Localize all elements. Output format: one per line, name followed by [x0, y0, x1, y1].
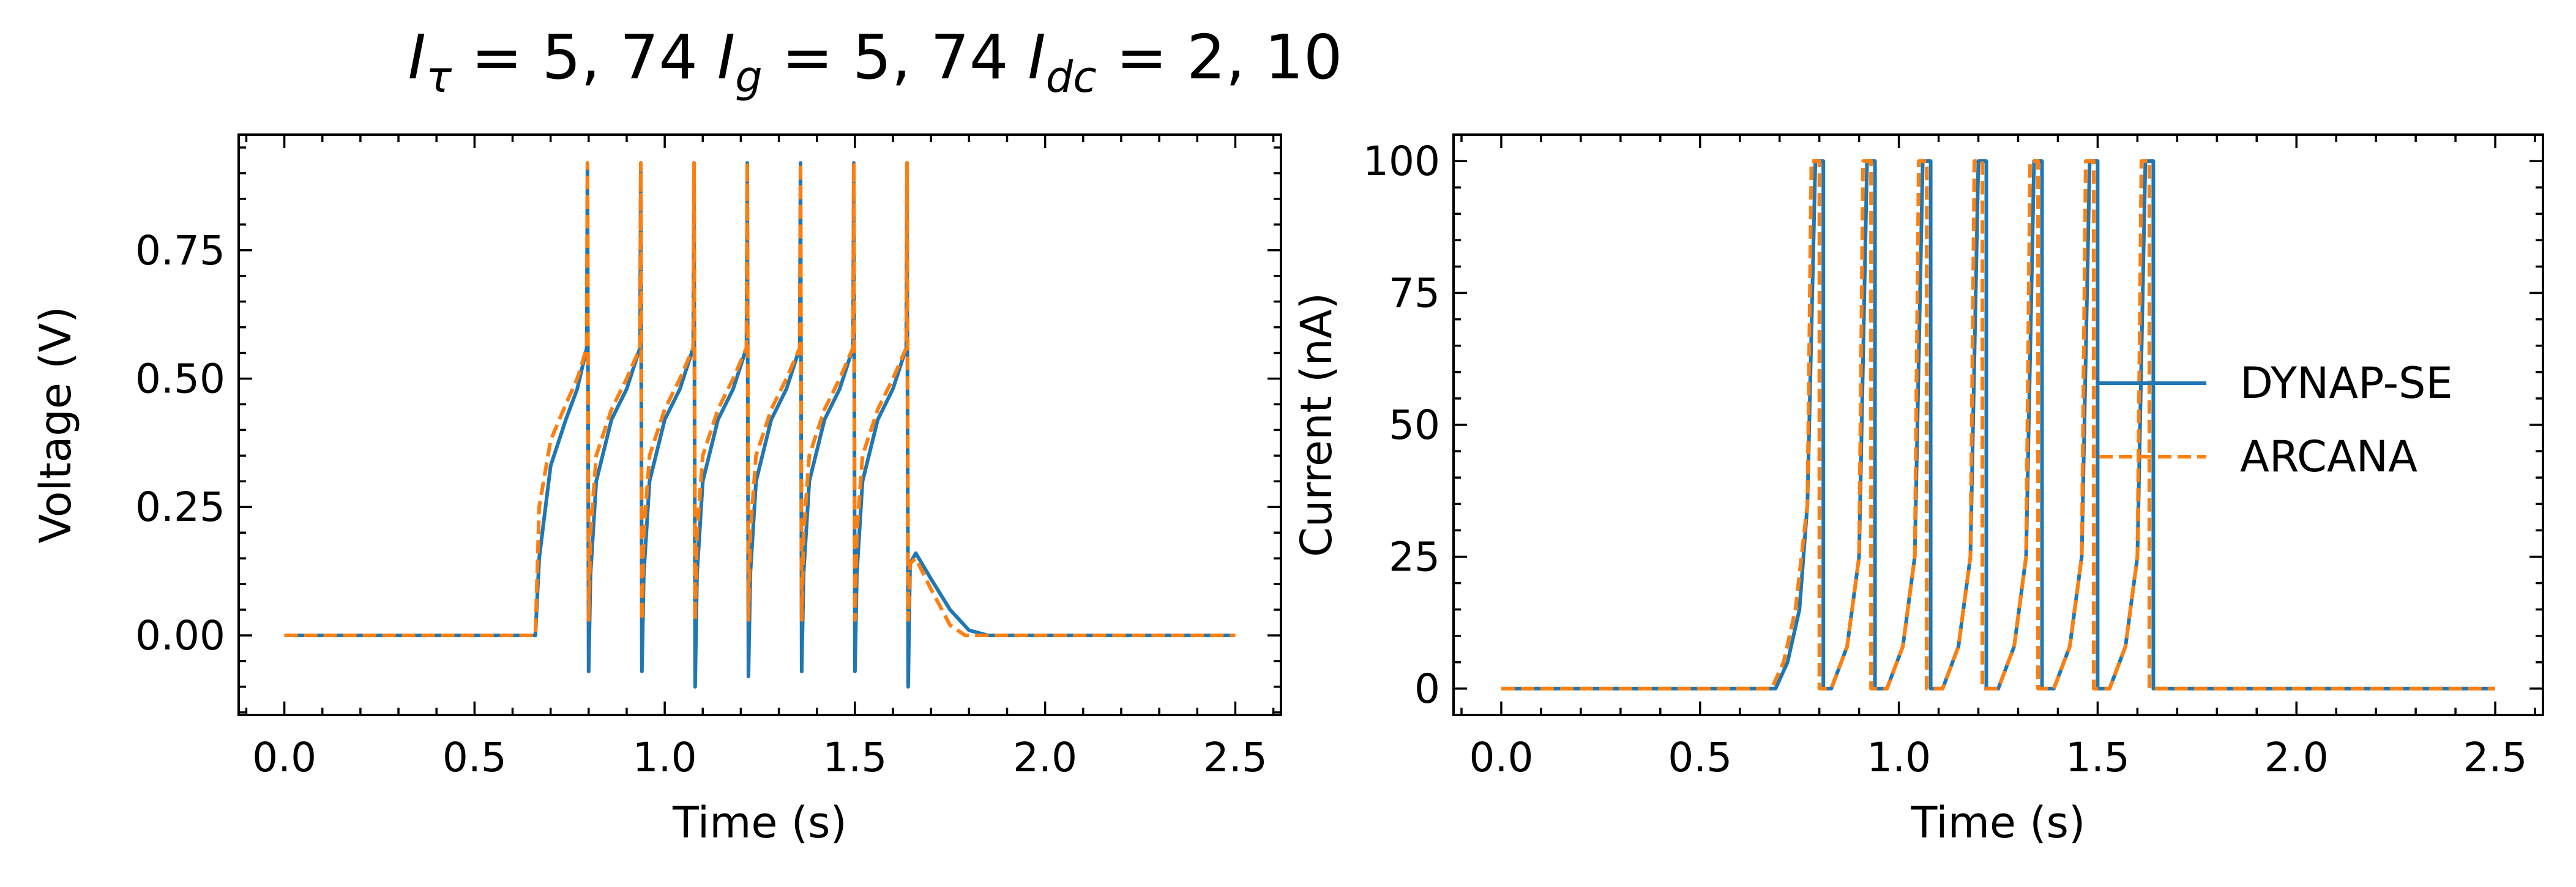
- title-sub-1: g: [735, 52, 762, 102]
- x-tick-label: 0.5: [442, 734, 507, 781]
- y-tick-label: 75: [1389, 270, 1440, 317]
- title-value-0: = 5, 74: [452, 21, 717, 93]
- title-var-2: I: [1028, 21, 1046, 93]
- x-tick-label: 0.0: [1469, 734, 1533, 781]
- title-value-1: = 5, 74: [763, 21, 1028, 93]
- legend-label-arcana: ARCANA: [2240, 432, 2417, 482]
- title-sub-2: dc: [1046, 52, 1097, 102]
- title-var-1: I: [717, 21, 736, 93]
- y-tick-label: 0.00: [135, 612, 225, 659]
- x-axis-label: Time (s): [672, 798, 847, 848]
- series-line-arcana: [1501, 159, 2495, 691]
- x-tick-label: 2.0: [1013, 734, 1077, 781]
- voltage-panel: 0.0 0.5 1.0 1.5 2.0 2.5 0.00 0.25 0.50 0.75 Time (…: [31, 133, 1282, 848]
- title-var-0: I: [408, 21, 426, 93]
- x-tick-label: 2.0: [2264, 734, 2329, 781]
- series-line-dynap-se: [284, 161, 1236, 689]
- x-tick-label: 1.5: [2066, 734, 2130, 781]
- legend-label-dynap-se: DYNAP-SE: [2240, 358, 2453, 408]
- x-tick-label: 2.5: [1203, 734, 1267, 781]
- ticks: [239, 135, 1281, 715]
- x-tick-label: 0.0: [252, 734, 316, 781]
- axes-frame: [237, 133, 1282, 716]
- y-axis-label: Voltage (V): [31, 306, 81, 543]
- y-tick-label: 0.50: [135, 355, 225, 402]
- ticks: [1454, 133, 2543, 716]
- y-axis-label: Current (nA): [1291, 293, 1342, 557]
- y-tick-label: 0.25: [135, 484, 225, 531]
- x-tick-label: 0.5: [1668, 734, 1732, 781]
- y-tick-label: 25: [1389, 533, 1440, 580]
- x-tick-label: 1.5: [823, 734, 887, 781]
- axes-frame: [1452, 133, 2544, 716]
- x-tick-label: 1.0: [1867, 734, 1931, 781]
- series-group: [284, 161, 1236, 689]
- series-line-dynap-se: [1501, 159, 2495, 691]
- title-text: Iτ = 5, 74 Ig = 5, 74 Idc = 2, 10: [408, 21, 1342, 102]
- x-tick-label: 2.5: [2463, 734, 2528, 781]
- title-value-2: = 2, 10: [1097, 21, 1343, 93]
- y-tick-label: 0.75: [135, 227, 225, 274]
- y-tick-label: 100: [1363, 138, 1440, 185]
- current-panel: 0.0 0.5 1.0 1.5 2.0 2.5 0 25 50 75 100 Time (s) Curr…: [1291, 133, 2544, 848]
- figure-title: Iτ = 5, 74 Ig = 5, 74 Idc = 2, 10: [408, 21, 1342, 102]
- series-group: [1501, 159, 2495, 691]
- y-tick-label: 0: [1414, 665, 1440, 713]
- x-tick-label: 1.0: [633, 734, 697, 781]
- y-tick-label: 50: [1389, 402, 1440, 449]
- x-axis-label: Time (s): [1911, 798, 2086, 848]
- legend: DYNAP-SE ARCANA: [2099, 358, 2453, 482]
- title-sub-0: τ: [426, 52, 452, 102]
- series-line-arcana: [284, 161, 1236, 637]
